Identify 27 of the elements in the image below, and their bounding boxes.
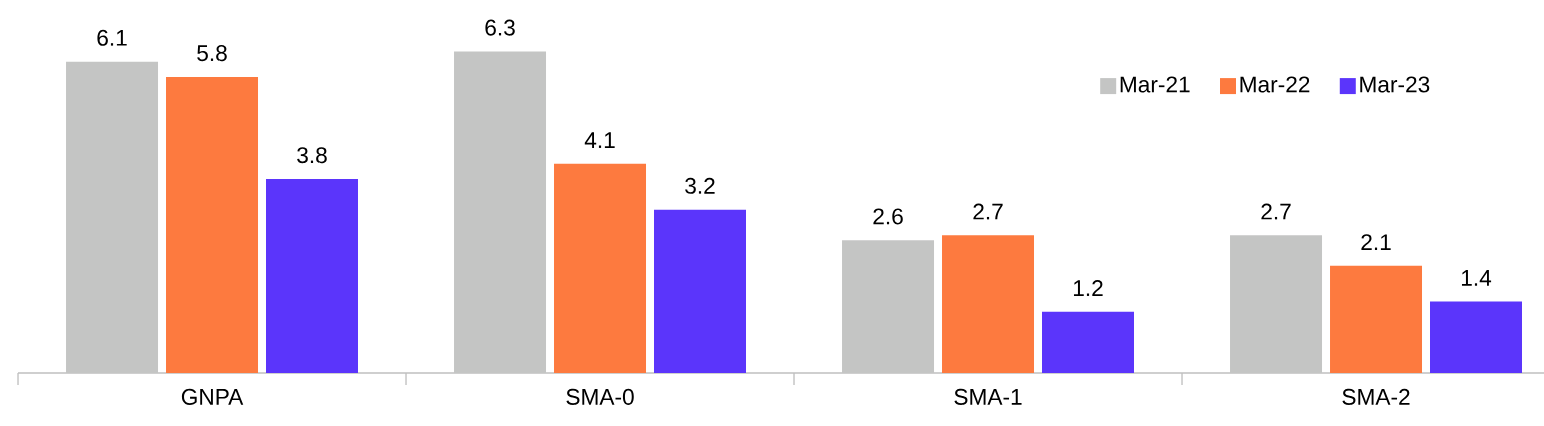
data-label: 6.1 (97, 29, 127, 46)
data-label: 1.2 (1073, 280, 1103, 296)
data-label: 2.1 (1361, 234, 1391, 250)
bar (166, 76, 259, 373)
data-label: 2.7 (973, 203, 1003, 220)
x-tick-label: GNPA (181, 388, 244, 405)
data-label: 3.2 (685, 177, 715, 194)
x-tick-label: SMA-0 (566, 388, 634, 405)
bar (1330, 265, 1423, 373)
data-label: 3.8 (297, 147, 327, 164)
bar (654, 209, 746, 373)
bar (266, 179, 358, 373)
bar (942, 235, 1035, 373)
data-label: 2.6 (873, 208, 903, 225)
x-tick-label: SMA-2 (1342, 388, 1410, 405)
data-label: 4.1 (584, 132, 615, 148)
legend-label: Mar-22 (1240, 76, 1310, 93)
data-label: 1.4 (1461, 270, 1492, 286)
data-label: 5.8 (197, 45, 227, 62)
data-label: 2.7 (1261, 203, 1291, 220)
bar (1042, 311, 1134, 373)
data-label: 6.3 (485, 19, 515, 36)
legend-label: Mar-21 (1120, 76, 1190, 93)
bar (554, 163, 647, 373)
x-tick-label: SMA-1 (954, 388, 1022, 405)
bar (1430, 301, 1522, 373)
legend-label: Mar-23 (1360, 76, 1430, 93)
